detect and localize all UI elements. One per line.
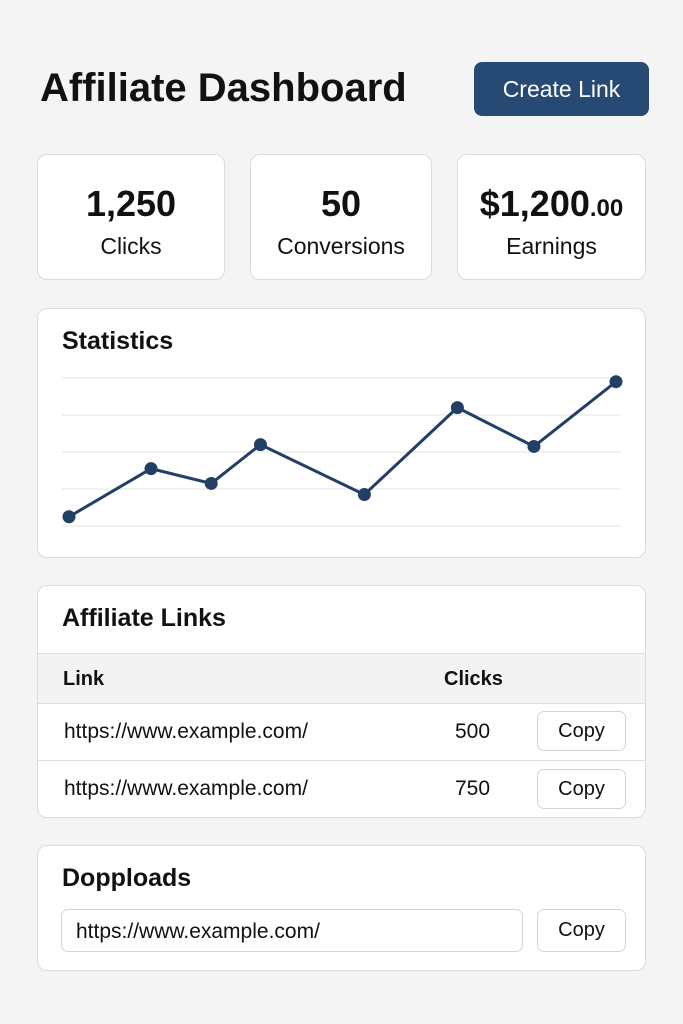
stat-card: $1,200.00 Earnings: [457, 154, 646, 280]
table-header: Link Clicks: [38, 653, 645, 704]
copy-button[interactable]: Copy: [537, 769, 626, 809]
url-text: https://www.example.com/: [76, 920, 320, 943]
stat-value: 1,250: [85, 183, 177, 224]
statistics-card: Statistics: [37, 308, 646, 558]
row-divider: [38, 760, 645, 761]
links-card: Affiliate Links Link Clicks https://www.…: [37, 585, 646, 818]
stat-cents: .00: [589, 195, 624, 222]
link-clicks: 500: [455, 720, 491, 743]
stat-value: $1,200.00: [458, 183, 645, 225]
copy-button[interactable]: Copy: [537, 909, 626, 952]
stat-value: $1,200: [479, 183, 590, 224]
card-title: Affiliate Links: [62, 604, 226, 632]
card-title: Dopploads: [62, 864, 192, 892]
copy-button[interactable]: Copy: [537, 711, 626, 751]
link-url: https://www.example.com/: [64, 720, 308, 743]
create-link-button[interactable]: Create Link: [474, 62, 649, 116]
stat-label: Clicks: [100, 233, 162, 259]
stat-card: 50 Conversions: [250, 154, 432, 280]
link-url: https://www.example.com/: [64, 777, 308, 800]
column-header: Link: [63, 668, 105, 690]
page-title: Affiliate Dashboard: [40, 66, 407, 110]
stat-value: 50: [320, 183, 362, 224]
stat-card: 1,250 Clicks: [37, 154, 225, 280]
stat-label: Earnings: [506, 233, 597, 259]
column-header: Clicks: [444, 668, 503, 690]
card-title: Statistics: [62, 327, 174, 355]
url-field[interactable]: https://www.example.com/: [61, 909, 523, 952]
stat-label: Conversions: [277, 233, 405, 259]
link-clicks: 750: [455, 777, 491, 800]
downloads-card: Dopploads https://www.example.com/ Copy: [37, 845, 646, 971]
